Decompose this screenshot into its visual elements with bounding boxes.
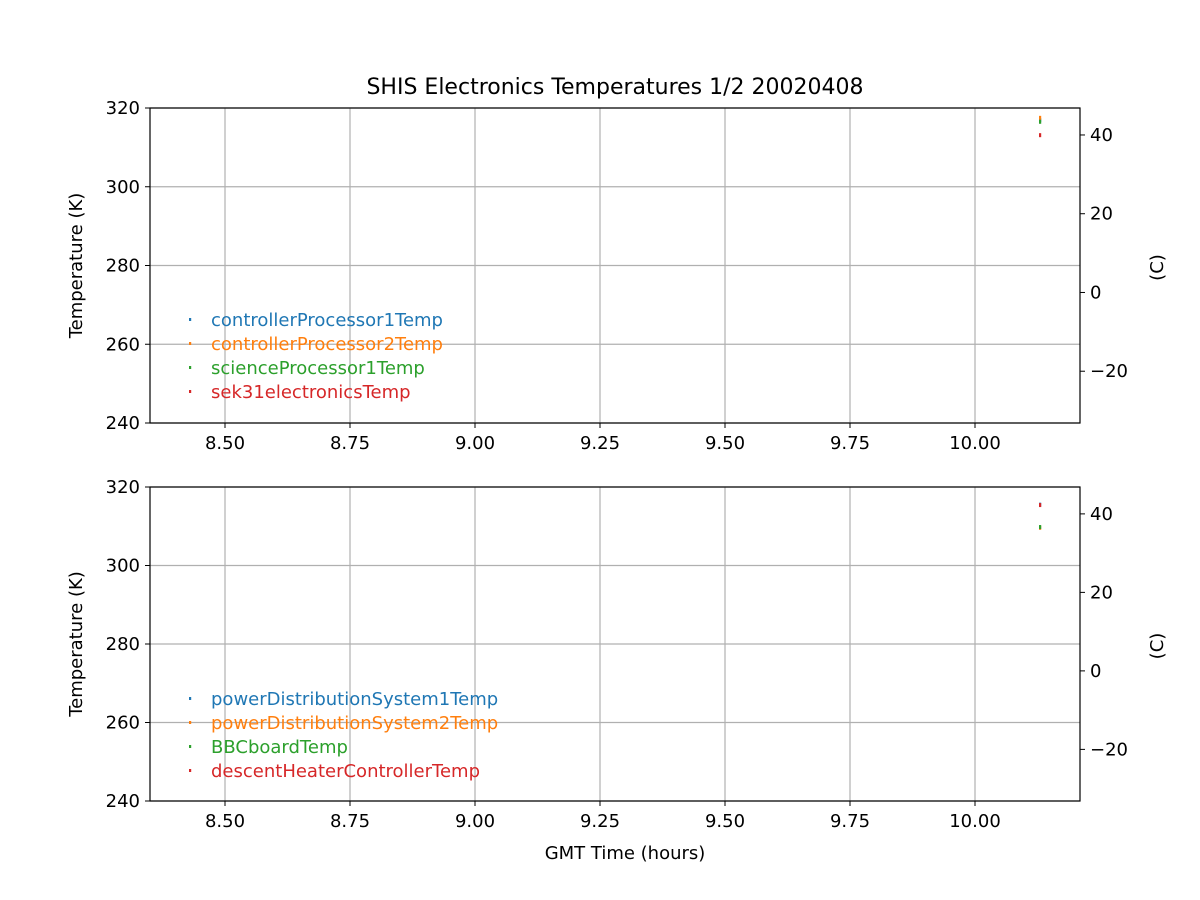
series-descentHeaterControllerTemp	[1039, 503, 1042, 508]
y-axis-label: Temperature (K)	[66, 571, 87, 718]
x-axis-label: GMT Time (hours)	[545, 843, 706, 864]
x-tick-label: 10.00	[949, 433, 1001, 454]
legend-marker	[189, 366, 192, 369]
data-point	[1039, 133, 1042, 138]
y-tick-label: 320	[106, 477, 140, 498]
series-BBCboardTemp	[1039, 525, 1042, 530]
x-tick-label: 8.75	[330, 433, 370, 454]
right-y-tick-label: −20	[1090, 739, 1128, 760]
legend-marker	[189, 342, 192, 345]
legend-marker	[189, 390, 192, 393]
x-tick-label: 9.50	[705, 811, 745, 832]
x-tick-label: 9.25	[580, 433, 620, 454]
x-tick-label: 8.75	[330, 811, 370, 832]
legend-marker	[189, 721, 192, 724]
legend-marker	[189, 318, 192, 321]
series-controllerProcessor2Temp	[1039, 115, 1042, 120]
right-y-tick-label: 40	[1090, 504, 1113, 525]
top-panel: 8.50 8.75 9.00 9.25 9.50 9.75 10.00 240 260 280 30…	[66, 98, 1168, 454]
right-y-tick-label: 40	[1090, 125, 1113, 146]
legend-label: powerDistributionSystem1Temp	[211, 689, 498, 710]
right-y-tick-label: 0	[1090, 282, 1101, 303]
legend-label: powerDistributionSystem2Temp	[211, 713, 498, 734]
right-y-axis-label: (C)	[1147, 633, 1168, 660]
right-y-tick-label: 20	[1090, 582, 1113, 603]
right-y-tick-label: −20	[1090, 361, 1128, 382]
legend-marker	[189, 745, 192, 748]
legend: controllerProcessor1Temp controllerProces…	[189, 310, 443, 403]
y-tick-label: 240	[106, 791, 140, 812]
y-tick-label: 260	[106, 334, 140, 355]
x-tick-label: 8.50	[205, 811, 245, 832]
y-tick-label: 260	[106, 713, 140, 734]
legend: powerDistributionSystem1Temp powerDistrib…	[189, 689, 498, 782]
x-tick-label: 9.75	[830, 811, 870, 832]
x-tick-label: 9.25	[580, 811, 620, 832]
data-point	[1039, 525, 1042, 530]
data-point	[1039, 115, 1042, 120]
right-y-tick-label: 20	[1090, 204, 1113, 225]
legend-label: scienceProcessor1Temp	[211, 358, 425, 379]
x-tick-label: 9.75	[830, 433, 870, 454]
right-y-tick-label: 0	[1090, 661, 1101, 682]
legend-marker	[189, 769, 192, 772]
y-tick-label: 300	[106, 177, 140, 198]
data-point	[1039, 503, 1042, 508]
y-tick-label: 280	[106, 256, 140, 277]
legend-label: controllerProcessor2Temp	[211, 334, 443, 355]
x-tick-label: 8.50	[205, 433, 245, 454]
x-tick-label: 9.00	[455, 433, 495, 454]
legend-label: descentHeaterControllerTemp	[211, 761, 480, 782]
x-tick-label: 10.00	[949, 811, 1001, 832]
legend-marker	[189, 697, 192, 700]
right-y-axis-label: (C)	[1147, 254, 1168, 281]
legend-label: sek31electronicsTemp	[211, 382, 411, 403]
data-point	[1039, 119, 1042, 124]
y-tick-label: 320	[106, 98, 140, 119]
y-tick-label: 300	[106, 556, 140, 577]
series-scienceProcessor1Temp	[1039, 119, 1042, 124]
x-tick-label: 9.50	[705, 433, 745, 454]
y-tick-label: 240	[106, 413, 140, 434]
legend-label: controllerProcessor1Temp	[211, 310, 443, 331]
figure-title: SHIS Electronics Temperatures 1/2 200204…	[366, 75, 863, 100]
bottom-panel: 8.50 8.75 9.00 9.25 9.50 9.75 10.00 240 260 280 30…	[66, 477, 1168, 864]
y-axis-label: Temperature (K)	[66, 193, 87, 340]
x-tick-label: 9.00	[455, 811, 495, 832]
y-tick-label: 280	[106, 634, 140, 655]
legend-label: BBCboardTemp	[211, 737, 348, 758]
series-sek31electronicsTemp	[1039, 133, 1042, 138]
